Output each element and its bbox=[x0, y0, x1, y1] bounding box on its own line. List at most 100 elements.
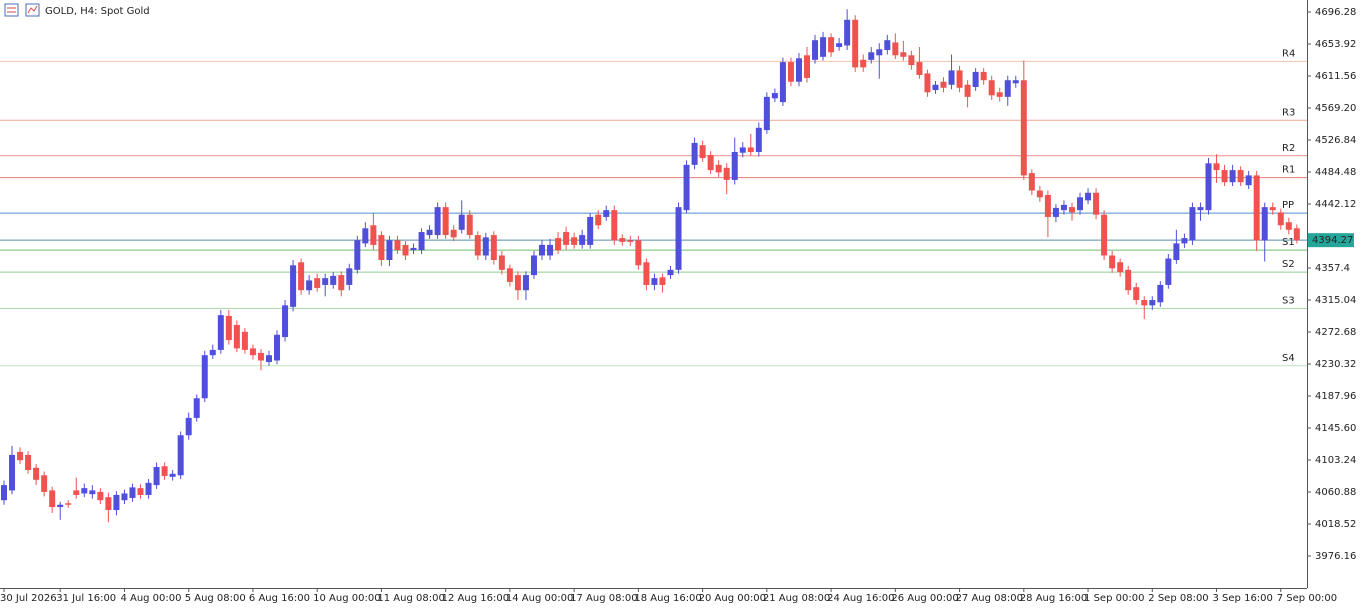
candle-body bbox=[539, 244, 546, 256]
x-tick-label: 30 Jul 2026 bbox=[0, 593, 57, 604]
candle-body bbox=[1077, 197, 1084, 211]
y-tick-label: 4442.12 bbox=[1315, 199, 1356, 210]
candle-body bbox=[362, 228, 369, 244]
candle-body bbox=[1149, 300, 1156, 306]
candle-body bbox=[755, 127, 762, 152]
candle-body bbox=[1229, 170, 1236, 183]
candle-body bbox=[49, 490, 56, 508]
candle-body bbox=[418, 232, 425, 251]
candle-body bbox=[587, 216, 594, 245]
candle-body bbox=[980, 71, 987, 81]
candle-body bbox=[73, 490, 80, 495]
candle-body bbox=[89, 490, 96, 495]
pivot-label: S3 bbox=[1282, 295, 1295, 306]
current-price-box bbox=[1308, 233, 1354, 248]
candle-body bbox=[1125, 269, 1132, 291]
candle-body bbox=[555, 238, 562, 251]
candle-body bbox=[731, 151, 738, 180]
y-tick-label: 4060.88 bbox=[1315, 487, 1356, 498]
candle-body bbox=[1277, 212, 1284, 226]
candle-body bbox=[964, 84, 971, 97]
candle-body bbox=[145, 482, 152, 495]
y-tick-label: 4187.96 bbox=[1315, 391, 1356, 402]
candle-body bbox=[265, 355, 272, 362]
candle-body bbox=[17, 451, 24, 461]
candle-body bbox=[65, 503, 72, 505]
x-tick-label: 31 Jul 16:00 bbox=[56, 593, 116, 604]
candle-body bbox=[458, 214, 465, 230]
candle-body bbox=[571, 237, 578, 245]
pivot-label: R1 bbox=[1282, 165, 1295, 176]
candle-body bbox=[932, 84, 939, 91]
candle-body bbox=[1165, 258, 1172, 285]
header-icons bbox=[4, 3, 40, 17]
icon-line bbox=[27, 5, 38, 14]
y-tick-label: 4315.04 bbox=[1315, 295, 1356, 306]
candle-body bbox=[1173, 243, 1180, 261]
y-tick-label: 4569.20 bbox=[1315, 103, 1356, 114]
candle-body bbox=[828, 37, 835, 53]
candle-body bbox=[482, 237, 489, 256]
candle-body bbox=[1052, 207, 1059, 217]
candle-body bbox=[1085, 192, 1092, 201]
candle-body bbox=[1141, 300, 1148, 306]
candle-body bbox=[378, 235, 385, 261]
candle-body bbox=[860, 59, 867, 68]
candle-body bbox=[579, 235, 586, 245]
candle-body bbox=[402, 244, 409, 256]
candle-body bbox=[1, 485, 7, 501]
candle-body bbox=[209, 349, 216, 356]
candle-body bbox=[522, 275, 529, 291]
pivot-label: PP bbox=[1282, 200, 1294, 211]
candle-body bbox=[1253, 175, 1260, 241]
icon-grid[interactable] bbox=[4, 3, 19, 17]
candle-body bbox=[466, 214, 473, 236]
y-tick-label: 3976.16 bbox=[1315, 551, 1356, 562]
candle-body bbox=[1269, 207, 1276, 211]
candle-body bbox=[1237, 170, 1244, 183]
candle-body bbox=[506, 268, 513, 282]
icon-chart[interactable] bbox=[25, 3, 40, 17]
candle-body bbox=[442, 207, 449, 236]
candle-body bbox=[450, 229, 457, 238]
pivot-label: R4 bbox=[1282, 48, 1295, 59]
x-tick-label: 26 Aug 00:00 bbox=[891, 593, 958, 604]
candle-body bbox=[611, 210, 618, 241]
candle-body bbox=[603, 210, 610, 217]
candle-body bbox=[338, 275, 345, 291]
candle-body bbox=[1181, 238, 1188, 244]
candle-body bbox=[892, 42, 899, 56]
x-tick-label: 12 Aug 16:00 bbox=[442, 593, 509, 604]
candle-body bbox=[33, 467, 40, 480]
candle-body bbox=[1068, 207, 1075, 213]
candle-body bbox=[747, 147, 754, 152]
y-tick-label: 4230.32 bbox=[1315, 359, 1356, 370]
candle-body bbox=[274, 334, 281, 361]
candle-body bbox=[306, 280, 313, 291]
candle-body bbox=[900, 52, 907, 57]
candle-body bbox=[1044, 195, 1051, 217]
candle-body bbox=[113, 494, 120, 511]
x-tick-label: 24 Aug 16:00 bbox=[827, 593, 894, 604]
y-tick-label: 4653.92 bbox=[1315, 39, 1356, 50]
candle-body bbox=[667, 269, 674, 276]
candle-body bbox=[233, 324, 240, 349]
x-tick-label: 21 Aug 08:00 bbox=[763, 593, 830, 604]
candle-body bbox=[185, 417, 192, 436]
candle-body bbox=[948, 70, 955, 85]
candle-body bbox=[868, 52, 875, 60]
x-tick-label: 10 Aug 00:00 bbox=[313, 593, 380, 604]
pivot-label: S2 bbox=[1282, 259, 1295, 270]
candle-body bbox=[812, 40, 819, 60]
chart-title: GOLD, H4: Spot Gold bbox=[45, 6, 150, 17]
pivot-label: R3 bbox=[1282, 107, 1295, 118]
candle-body bbox=[225, 315, 232, 341]
candle-body bbox=[1245, 175, 1252, 186]
candle-body bbox=[1109, 255, 1116, 269]
candle-body bbox=[940, 81, 947, 88]
candle-body bbox=[514, 275, 521, 291]
candle-body bbox=[1221, 170, 1228, 183]
candle-body bbox=[137, 488, 144, 495]
x-tick-label: 27 Aug 08:00 bbox=[956, 593, 1023, 604]
